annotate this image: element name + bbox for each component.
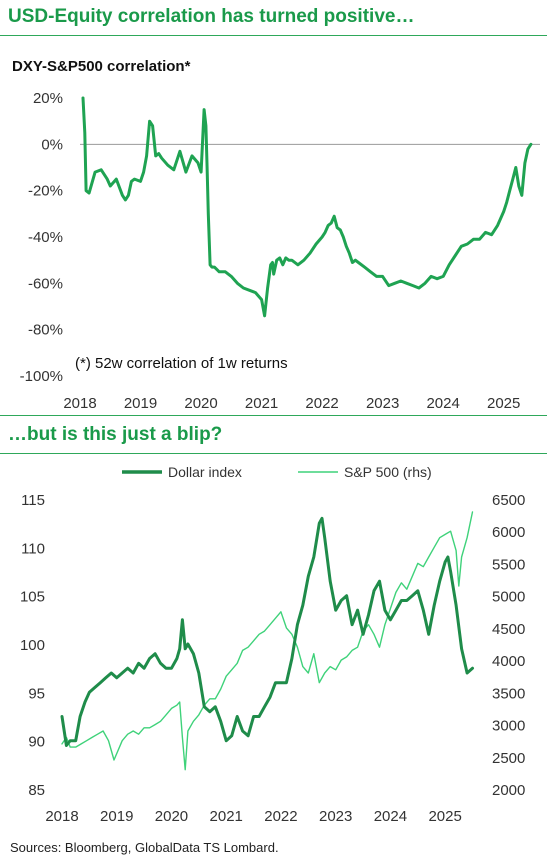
title-divider-1 — [0, 35, 547, 36]
x-tick-label: 2020 — [155, 808, 188, 825]
y-tick-label: -20% — [28, 183, 63, 200]
y-right-tick-label: 4500 — [492, 621, 525, 638]
title-divider-2 — [0, 453, 547, 454]
y-left-tick-label: 95 — [28, 685, 45, 702]
y-right-tick-label: 3000 — [492, 718, 525, 735]
y-left-tick-label: 110 — [21, 540, 45, 557]
x-tick-label: 2019 — [100, 808, 133, 825]
x-tick-label: 2021 — [210, 808, 243, 825]
y-right-tick-label: 5000 — [492, 589, 525, 606]
y-tick-label: -40% — [28, 229, 63, 246]
sp500-series-line — [61, 511, 474, 771]
y-tick-label: -80% — [28, 322, 63, 339]
dollar-index-series-line — [60, 516, 474, 747]
y-tick-label: -100% — [20, 368, 63, 385]
y-left-tick-label: 85 — [28, 782, 45, 799]
y-right-tick-label: 6000 — [492, 524, 525, 541]
x-tick-label: 2020 — [184, 395, 217, 412]
y-tick-label: -60% — [28, 275, 63, 292]
y-tick-label: 0% — [41, 136, 63, 153]
y-right-tick-label: 5500 — [492, 556, 525, 573]
x-tick-label: 2024 — [374, 808, 407, 825]
chart-2-title: …but is this just a blip? — [8, 424, 223, 445]
x-tick-label: 2024 — [426, 395, 459, 412]
y-left-tick-label: 100 — [20, 637, 45, 654]
x-tick-label: 2022 — [264, 808, 297, 825]
footnote-annotation: (*) 52w correlation of 1w returns — [75, 355, 288, 372]
y-right-tick-label: 4000 — [492, 653, 525, 670]
x-tick-label: 2018 — [63, 395, 96, 412]
legend-label: S&P 500 (rhs) — [344, 464, 432, 480]
section-divider — [0, 415, 547, 416]
x-tick-label: 2022 — [305, 395, 338, 412]
y-right-tick-label: 3500 — [492, 685, 525, 702]
x-tick-label: 2025 — [487, 395, 520, 412]
x-tick-label: 2019 — [124, 395, 157, 412]
x-tick-label: 2018 — [45, 808, 78, 825]
y-right-tick-label: 2500 — [492, 750, 525, 767]
x-tick-label: 2023 — [366, 395, 399, 412]
y-right-tick-label: 2000 — [492, 782, 525, 799]
x-tick-label: 2025 — [428, 808, 461, 825]
y-tick-label: 20% — [33, 90, 63, 107]
chart-1-title: USD-Equity correlation has turned positi… — [8, 6, 415, 27]
y-left-tick-label: 90 — [28, 734, 45, 751]
y-left-tick-label: 115 — [21, 492, 45, 509]
correlation-series-line — [81, 96, 533, 318]
x-tick-label: 2023 — [319, 808, 352, 825]
x-tick-label: 2021 — [245, 395, 278, 412]
source-note: Sources: Bloomberg, GlobalData TS Lombar… — [10, 840, 279, 855]
dollar-sp500-chart: 115 110 105 100 95 90 85 6500 6000 5500 5000 4500 40… — [20, 464, 525, 825]
y-right-tick-label: 6500 — [492, 492, 525, 509]
chart-1-subtitle: DXY-S&P500 correlation* — [12, 58, 191, 75]
y-left-tick-label: 105 — [20, 589, 45, 606]
correlation-chart: 20% 0% -20% -40% -60% -80% -100%2018 2019 2020 20… — [20, 90, 540, 412]
legend-label: Dollar index — [168, 464, 242, 480]
